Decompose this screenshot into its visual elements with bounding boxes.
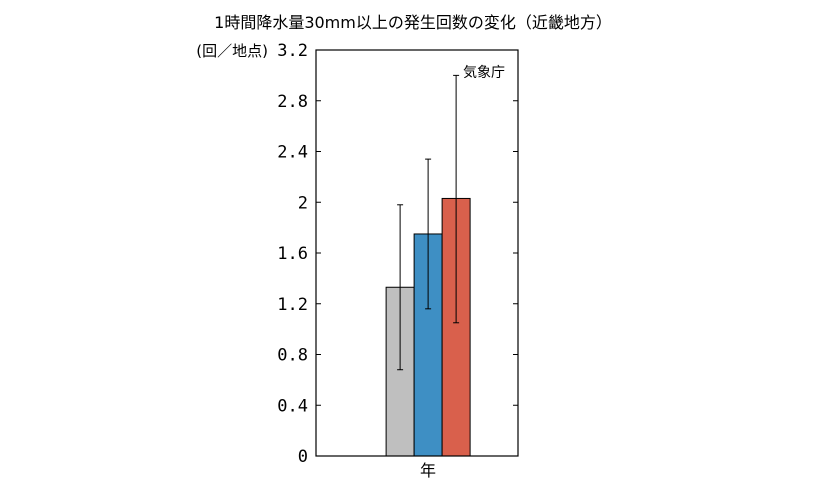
chart-title: 1時間降水量30mm以上の発生回数の変化（近畿地方）	[214, 13, 612, 32]
y-tick-label: 1.6	[277, 244, 308, 264]
y-tick-label: 0.4	[277, 396, 308, 416]
error-bars	[397, 74, 460, 371]
y-axis-unit-label: (回／地点)	[196, 42, 268, 60]
x-category-label: 年	[420, 461, 436, 480]
y-tick-label: 2.8	[277, 92, 308, 112]
y-tick-label: 2	[298, 193, 308, 213]
y-tick-label: 3.2	[277, 41, 308, 61]
y-tick-label: 0	[298, 447, 308, 467]
plot-frame	[315, 49, 519, 457]
y-axis-ticks: 0 0.4 0.8 1.2 1.6 2 2.4 2.8 3.2	[277, 41, 518, 467]
y-tick-label: 0.8	[277, 346, 308, 366]
y-tick-label: 1.2	[277, 295, 308, 315]
source-label: 気象庁	[463, 65, 505, 81]
y-tick-label: 2.4	[277, 143, 308, 163]
